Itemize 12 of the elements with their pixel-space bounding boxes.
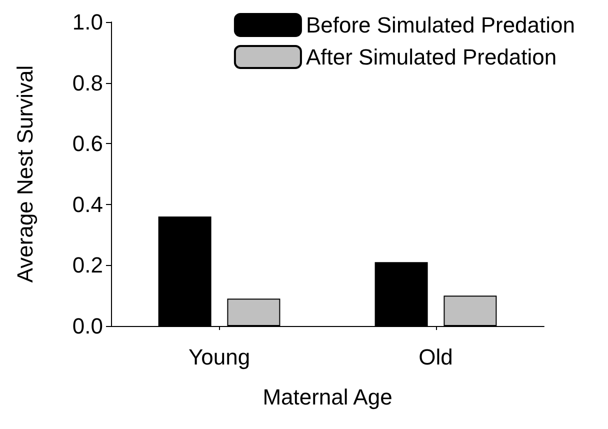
x-tick-label: Young	[188, 344, 250, 370]
x-axis-title: Maternal Age	[262, 384, 392, 410]
y-tick-label: 0.6	[72, 131, 103, 156]
y-tick-label: 0.8	[72, 70, 103, 96]
y-tick-label: 0.4	[72, 192, 103, 217]
legend-label: After Simulated Predation	[306, 44, 557, 70]
y-axis-title: Average Nest Survival	[12, 65, 38, 283]
legend-label: Before Simulated Predation	[306, 12, 576, 38]
y-tick-label: 0.2	[72, 252, 103, 278]
y-tick-label: 1.0	[72, 10, 103, 34]
y-tick-label: 0.0	[72, 314, 103, 338]
x-tick-label: Old	[418, 344, 453, 370]
